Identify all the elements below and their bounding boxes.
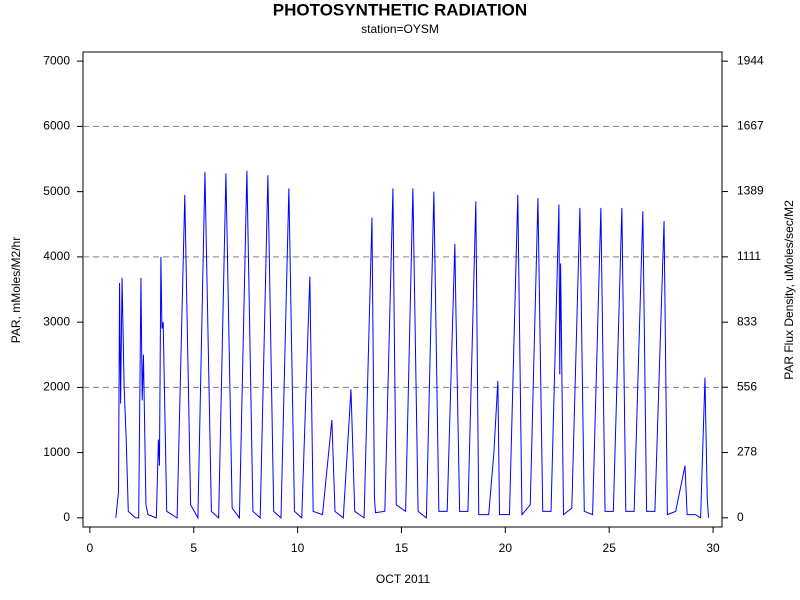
y-axis-label: PAR, mMoles/M2/hr [9, 237, 23, 343]
y2-tick-label: 833 [737, 314, 757, 328]
y2-tick-label: 1944 [737, 53, 764, 67]
y2-tick-label: 1111 [737, 249, 761, 263]
y2-tick-label: 1389 [737, 184, 764, 198]
y-tick-label: 6000 [43, 119, 70, 133]
y-tick-label: 2000 [43, 380, 70, 394]
y-tick-label: 7000 [43, 53, 70, 67]
x-tick-label: 15 [395, 541, 409, 555]
chart-subtitle: station=OYSM [361, 22, 439, 36]
y2-tick-label: 556 [737, 379, 757, 393]
plot-frame [82, 51, 723, 528]
y-tick-label: 4000 [43, 249, 70, 263]
x-tick-label: 0 [87, 541, 94, 555]
y2-axis-label: PAR Flux Density, uMoles/sec/M2 [782, 200, 796, 380]
y-tick-label: 1000 [43, 445, 70, 459]
y2-tick-label: 0 [737, 510, 744, 524]
y-tick-label: 0 [63, 510, 70, 524]
chart-title: PHOTOSYNTHETIC RADIATION [273, 0, 527, 19]
x-tick-label: 5 [190, 541, 197, 555]
x-tick-label: 10 [291, 541, 305, 555]
x-tick-label: 30 [706, 541, 720, 555]
data-line [115, 170, 709, 520]
y-tick-label: 3000 [43, 314, 70, 328]
y2-tick-label: 278 [737, 445, 757, 459]
y2-tick-label: 1667 [737, 118, 764, 132]
y-tick-label: 5000 [43, 184, 70, 198]
x-tick-label: 20 [499, 541, 513, 555]
x-axis-label: OCT 2011 [376, 572, 431, 586]
x-tick-label: 25 [603, 541, 617, 555]
